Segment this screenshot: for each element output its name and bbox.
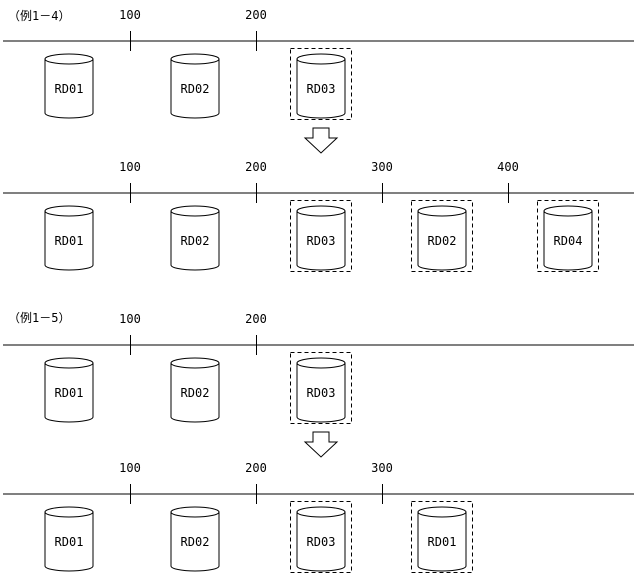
tick-label: 200 — [245, 8, 267, 22]
disk-label: RD03 — [307, 82, 336, 96]
disk-label: RD01 — [428, 535, 457, 549]
cylinder-top-icon — [296, 357, 346, 369]
highlight-box — [290, 48, 352, 120]
tick-label: 100 — [119, 160, 141, 174]
cylinder-body-icon — [44, 211, 94, 271]
cylinder-top-icon — [296, 53, 346, 65]
disk-rd03: RD03 — [290, 48, 352, 120]
cylinder-body-icon — [170, 363, 220, 423]
cylinder-top-icon — [44, 53, 94, 65]
disk-rd02: RD02 — [170, 53, 220, 119]
cylinder-body-icon — [44, 363, 94, 423]
timeline-panel: 100 200 300 RD01 RD02 RD03 RD01 — [3, 461, 634, 573]
cylinder-body-icon — [170, 59, 220, 119]
disk-label: RD01 — [55, 386, 84, 400]
disk-rd03: RD03 — [290, 352, 352, 424]
highlight-box — [537, 200, 599, 272]
cylinder-top-icon — [543, 205, 593, 217]
cylinder-body-icon — [44, 512, 94, 572]
timeline-panel: 100 200 RD01 RD02 RD03 — [3, 312, 634, 424]
disk-label: RD03 — [307, 535, 336, 549]
cylinder-top-icon — [44, 357, 94, 369]
cylinder-body-icon — [417, 512, 467, 572]
disk-rd02: RD02 — [170, 506, 220, 572]
disk-label: RD02 — [181, 535, 210, 549]
disk-label: RD01 — [55, 535, 84, 549]
disk-label: RD04 — [554, 234, 583, 248]
cylinder-top-icon — [170, 205, 220, 217]
tick-label: 200 — [245, 461, 267, 475]
example-label: （例1－5） — [8, 311, 70, 325]
disk-rd01: RD01 — [44, 506, 94, 572]
disk-label: RD01 — [55, 82, 84, 96]
highlight-box — [290, 352, 352, 424]
disk-rd02: RD02 — [170, 205, 220, 271]
disk-rd01: RD01 — [44, 53, 94, 119]
cylinder-top-icon — [170, 357, 220, 369]
disk-rd02: RD02 — [411, 200, 473, 272]
timeline-panel: 100 200 RD01 RD02 RD03 — [3, 8, 634, 120]
disk-label: RD03 — [307, 386, 336, 400]
cylinder-top-icon — [296, 205, 346, 217]
example-label: （例1－4） — [8, 9, 70, 23]
disk-rd04: RD04 — [537, 200, 599, 272]
cylinder-top-icon — [417, 506, 467, 518]
highlight-box — [411, 501, 473, 573]
tick-label: 300 — [371, 160, 393, 174]
tick-label: 100 — [119, 8, 141, 22]
cylinder-top-icon — [44, 205, 94, 217]
cylinder-top-icon — [296, 506, 346, 518]
disk-label: RD02 — [181, 82, 210, 96]
cylinder-body-icon — [296, 211, 346, 271]
tick-label: 400 — [497, 160, 519, 174]
cylinder-top-icon — [44, 506, 94, 518]
down-arrow-icon — [303, 127, 339, 154]
disk-rd01: RD01 — [411, 501, 473, 573]
cylinder-body-icon — [296, 512, 346, 572]
disk-rd03: RD03 — [290, 501, 352, 573]
disk-label: RD02 — [428, 234, 457, 248]
tick-label: 100 — [119, 312, 141, 326]
cylinder-top-icon — [170, 506, 220, 518]
disk-rd02: RD02 — [170, 357, 220, 423]
cylinder-top-icon — [170, 53, 220, 65]
cylinder-body-icon — [44, 59, 94, 119]
cylinder-top-icon — [417, 205, 467, 217]
disk-label: RD02 — [181, 234, 210, 248]
cylinder-body-icon — [170, 512, 220, 572]
cylinder-body-icon — [417, 211, 467, 271]
highlight-box — [290, 200, 352, 272]
cylinder-body-icon — [170, 211, 220, 271]
highlight-box — [290, 501, 352, 573]
cylinder-body-icon — [543, 211, 593, 271]
cylinder-body-icon — [296, 363, 346, 423]
disk-rd01: RD01 — [44, 357, 94, 423]
highlight-box — [411, 200, 473, 272]
tick-label: 200 — [245, 312, 267, 326]
disk-label: RD01 — [55, 234, 84, 248]
tick-label: 100 — [119, 461, 141, 475]
disk-rd01: RD01 — [44, 205, 94, 271]
tick-label: 300 — [371, 461, 393, 475]
disk-label: RD03 — [307, 234, 336, 248]
down-arrow-icon — [303, 431, 339, 458]
disk-rd03: RD03 — [290, 200, 352, 272]
timeline-panel: 100 200 300 400 RD01 RD02 RD03 RD02 RD04 — [3, 160, 634, 272]
tick-label: 200 — [245, 160, 267, 174]
cylinder-body-icon — [296, 59, 346, 119]
disk-label: RD02 — [181, 386, 210, 400]
